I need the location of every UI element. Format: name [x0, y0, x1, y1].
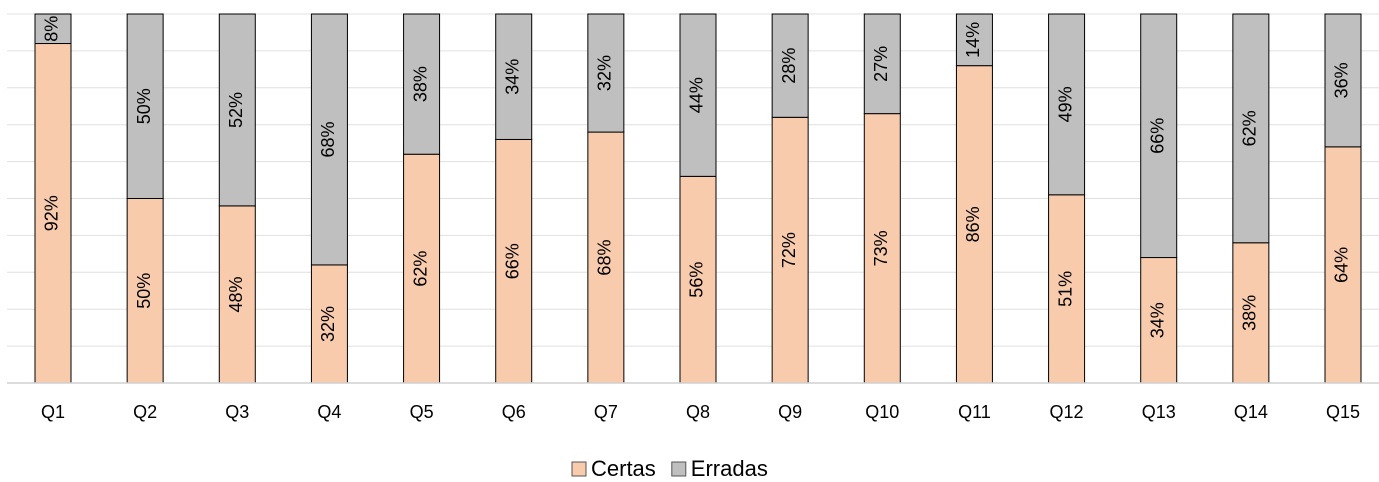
legend-swatch: [571, 461, 587, 477]
data-label: 38%: [1240, 295, 1260, 331]
bar-segment: [1324, 146, 1362, 384]
bar-segment: [218, 205, 256, 384]
x-tick-label: Q1: [41, 402, 65, 422]
bar-segment: [403, 13, 441, 155]
data-label: 68%: [318, 121, 338, 157]
data-label: 49%: [1055, 86, 1075, 122]
bar-segment: [955, 13, 993, 67]
bar-segment: [587, 13, 625, 133]
data-label: 64%: [1332, 247, 1352, 283]
x-tick-label: Q2: [133, 402, 157, 422]
data-label: 34%: [1147, 302, 1167, 338]
bar-segment: [218, 13, 256, 207]
x-tick-label: Q13: [1142, 402, 1176, 422]
legend-label: Erradas: [691, 456, 768, 481]
data-label: 32%: [318, 306, 338, 342]
x-tick-label: Q9: [778, 402, 802, 422]
data-label: 56%: [687, 262, 707, 298]
bar-segment: [1140, 13, 1178, 259]
bar-segment: [863, 13, 901, 115]
bar-segment: [495, 138, 533, 384]
bar-segment: [1324, 13, 1362, 148]
x-tick-label: Q4: [317, 402, 341, 422]
bar-segment: [1232, 242, 1270, 384]
data-label: 86%: [963, 206, 983, 242]
data-label: 27%: [871, 46, 891, 82]
data-label: 73%: [871, 230, 891, 266]
legend-swatch: [671, 461, 687, 477]
data-label: 14%: [963, 22, 983, 58]
x-tick-label: Q7: [594, 402, 618, 422]
data-label: 72%: [779, 232, 799, 268]
bar-segment: [126, 13, 164, 199]
data-label: 62%: [1240, 110, 1260, 146]
data-label: 38%: [410, 66, 430, 102]
data-label: 62%: [410, 251, 430, 287]
x-tick-label: Q14: [1234, 402, 1268, 422]
data-label: 48%: [226, 276, 246, 312]
bar-segment: [955, 65, 993, 384]
bar-segment: [1048, 194, 1086, 384]
x-tick-label: Q15: [1326, 402, 1360, 422]
data-label: 34%: [502, 59, 522, 95]
bar-segment: [863, 113, 901, 384]
legend-label: Certas: [591, 456, 656, 481]
bar-segment: [403, 153, 441, 384]
data-label: 52%: [226, 92, 246, 128]
data-label: 28%: [779, 48, 799, 84]
bar-segment: [126, 198, 164, 384]
bar-segment: [587, 131, 625, 384]
bar-segment: [679, 13, 717, 177]
data-label: 50%: [134, 88, 154, 124]
x-tick-label: Q5: [410, 402, 434, 422]
bar-segment: [310, 13, 348, 266]
data-label: 50%: [134, 273, 154, 309]
bar-segment: [34, 43, 72, 384]
x-tick-label: Q8: [686, 402, 710, 422]
bar-segment: [495, 13, 533, 140]
bar-segment: [1048, 13, 1086, 196]
x-tick-label: Q11: [958, 402, 991, 422]
x-tick-label: Q6: [502, 402, 526, 422]
data-label: 51%: [1055, 271, 1075, 307]
bar-segment: [679, 175, 717, 384]
x-tick-label: Q3: [225, 402, 249, 422]
x-tick-label: Q12: [1050, 402, 1084, 422]
data-label: 92%: [42, 195, 62, 231]
data-label: 32%: [595, 55, 615, 91]
data-label: 44%: [687, 77, 707, 113]
bar-segment: [771, 13, 809, 118]
data-label: 68%: [595, 240, 615, 276]
data-label: 66%: [1147, 118, 1167, 154]
bar-segment: [1232, 13, 1270, 244]
data-label: 66%: [502, 243, 522, 279]
x-tick-label: Q10: [865, 402, 899, 422]
bar-segment: [34, 13, 72, 45]
data-label: 8%: [42, 16, 62, 42]
data-label: 36%: [1332, 62, 1352, 98]
